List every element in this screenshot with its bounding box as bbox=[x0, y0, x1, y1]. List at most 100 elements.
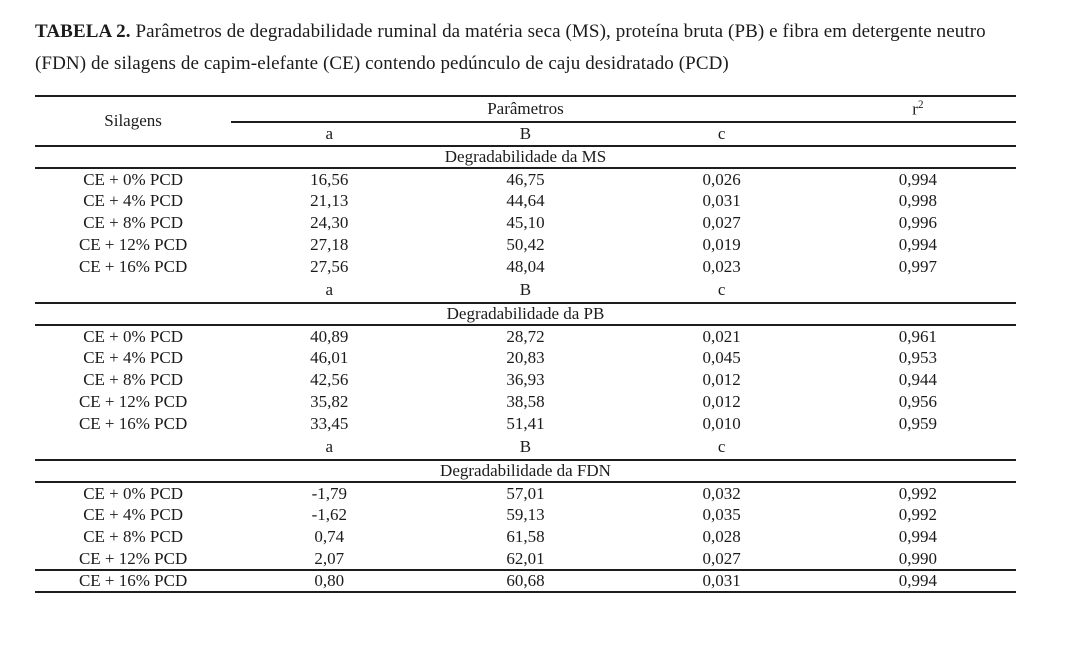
subheader-a-cell: a bbox=[231, 278, 428, 304]
cell-c: 0,027 bbox=[702, 213, 741, 232]
column-group-parametros: Parâmetros bbox=[231, 96, 820, 123]
cell-c: 0,032 bbox=[702, 483, 741, 503]
cell-silage: CE + 8% PCD bbox=[83, 213, 183, 232]
table-row: CE + 12% PCD 27,18 50,42 0,019 0,994 bbox=[35, 234, 1016, 256]
cell-r2: 0,994 bbox=[898, 169, 937, 189]
column-header-a: a bbox=[231, 122, 428, 147]
cell-c: 0,019 bbox=[702, 235, 741, 254]
cell-c: 0,023 bbox=[702, 257, 741, 276]
cell-silage: CE + 12% PCD bbox=[78, 392, 188, 411]
cell-a: 46,01 bbox=[310, 348, 349, 367]
cell-b: 44,64 bbox=[506, 191, 545, 210]
cell-c: 0,012 bbox=[702, 392, 741, 411]
cell-b: 36,93 bbox=[506, 370, 545, 389]
cell-a: 27,18 bbox=[310, 235, 349, 254]
table-caption: TABELA 2. Parâmetros de degradabilidade … bbox=[35, 16, 1016, 80]
cell-c: 0,045 bbox=[702, 348, 741, 367]
cell-c: 0,021 bbox=[702, 326, 741, 346]
cell-r2: 0,998 bbox=[898, 191, 937, 210]
cell-b: 62,01 bbox=[506, 548, 545, 568]
table-row: CE + 0% PCD -1,79 57,01 0,032 0,992 bbox=[35, 482, 1016, 504]
cell-a: 27,56 bbox=[310, 257, 349, 276]
cell-r2: 0,953 bbox=[898, 348, 937, 367]
cell-r2: 0,961 bbox=[898, 326, 937, 346]
cell-silage: CE + 16% PCD bbox=[78, 414, 188, 433]
subheader-c-cell: c bbox=[623, 278, 820, 304]
subheader-b-cell: B bbox=[427, 435, 624, 461]
cell-c: 0,035 bbox=[702, 505, 741, 524]
table-row: CE + 0% PCD 40,89 28,72 0,021 0,961 bbox=[35, 325, 1016, 347]
cell-r2: 0,992 bbox=[898, 505, 937, 524]
subheader-c-cell: c bbox=[623, 435, 820, 461]
section-title-row: Degradabilidade da MS bbox=[35, 145, 1016, 169]
r2-base: r bbox=[912, 99, 918, 119]
cell-b: 20,83 bbox=[506, 348, 545, 367]
table-row: CE + 0% PCD 16,56 46,75 0,026 0,994 bbox=[35, 168, 1016, 190]
cell-b: 48,04 bbox=[506, 257, 545, 276]
table-row: CE + 4% PCD 21,13 44,64 0,031 0,998 bbox=[35, 190, 1016, 212]
cell-c: 0,010 bbox=[702, 414, 741, 433]
r2-superscript: 2 bbox=[917, 98, 924, 111]
cell-c: 0,027 bbox=[702, 548, 741, 568]
degradability-table: Silagens Parâmetros r2 a B c Degradabili… bbox=[35, 95, 1016, 593]
cell-r2: 0,994 bbox=[898, 527, 937, 546]
subheader-empty-cell bbox=[819, 278, 1016, 304]
column-header-silagens: Silagens bbox=[35, 96, 232, 147]
cell-silage: CE + 8% PCD bbox=[83, 527, 183, 546]
section-title: Degradabilidade da PB bbox=[35, 302, 1016, 326]
subheader-empty-cell bbox=[819, 435, 1016, 461]
cell-silage: CE + 4% PCD bbox=[83, 191, 183, 210]
cell-r2: 0,996 bbox=[898, 213, 937, 232]
table-row: CE + 4% PCD -1,62 59,13 0,035 0,992 bbox=[35, 504, 1016, 526]
table-row: CE + 8% PCD 0,74 61,58 0,028 0,994 bbox=[35, 526, 1016, 548]
cell-b: 61,58 bbox=[506, 527, 545, 546]
cell-b: 57,01 bbox=[506, 483, 545, 503]
header-row-groups: Silagens Parâmetros r2 bbox=[35, 96, 1016, 147]
cell-silage: CE + 0% PCD bbox=[83, 169, 183, 189]
header-row-parameters: a B c bbox=[35, 122, 1016, 147]
cell-silage: CE + 4% PCD bbox=[83, 505, 183, 524]
cell-r2: 0,956 bbox=[898, 392, 937, 411]
section-title-row: Degradabilidade da PB bbox=[35, 302, 1016, 326]
table-caption-label: TABELA 2. bbox=[35, 21, 131, 42]
cell-silage: CE + 16% PCD bbox=[78, 257, 188, 276]
cell-b: 50,42 bbox=[506, 235, 545, 254]
table-caption-line2: (FDN) de silagens de capim-elefante (CE)… bbox=[35, 53, 729, 74]
section-title: Degradabilidade da FDN bbox=[35, 459, 1016, 483]
subheader-empty-cell bbox=[35, 278, 232, 304]
cell-c: 0,031 bbox=[702, 191, 741, 210]
cell-a: 0,74 bbox=[314, 527, 345, 546]
cell-b: 46,75 bbox=[506, 169, 545, 189]
table-row: CE + 12% PCD 35,82 38,58 0,012 0,956 bbox=[35, 391, 1016, 413]
cell-r2: 0,959 bbox=[898, 414, 937, 433]
cell-a: 40,89 bbox=[310, 326, 349, 346]
section-title: Degradabilidade da MS bbox=[35, 145, 1016, 169]
cell-a: -1,79 bbox=[311, 483, 347, 503]
cell-r2: 0,990 bbox=[898, 548, 937, 568]
cell-r2: 0,992 bbox=[898, 483, 937, 503]
subheader-b-cell: B bbox=[427, 278, 624, 304]
cell-c: 0,026 bbox=[702, 169, 741, 189]
cell-b: 51,41 bbox=[506, 414, 545, 433]
cell-b: 28,72 bbox=[506, 326, 545, 346]
cell-silage: CE + 8% PCD bbox=[83, 370, 183, 389]
cell-r2: 0,994 bbox=[898, 235, 937, 254]
cell-a: 2,07 bbox=[314, 548, 345, 568]
subheader-empty-cell bbox=[35, 435, 232, 461]
cell-r2: 0,944 bbox=[898, 370, 937, 389]
cell-a: 42,56 bbox=[310, 370, 349, 389]
page: TABELA 2. Parâmetros de degradabilidade … bbox=[35, 16, 1016, 593]
cell-a: 0,80 bbox=[231, 569, 428, 593]
column-header-b: B bbox=[427, 122, 624, 147]
cell-b: 60,68 bbox=[427, 569, 624, 593]
table-header: Silagens Parâmetros r2 a B c bbox=[35, 96, 1016, 147]
subheader-a-cell: a bbox=[231, 435, 428, 461]
table-row: CE + 16% PCD 33,45 51,41 0,010 0,959 bbox=[35, 413, 1016, 435]
table-row: CE + 12% PCD 2,07 62,01 0,027 0,990 bbox=[35, 548, 1016, 570]
cell-silage: CE + 12% PCD bbox=[78, 548, 188, 568]
cell-c: 0,031 bbox=[623, 569, 820, 593]
cell-a: 21,13 bbox=[310, 191, 349, 210]
cell-silage: CE + 0% PCD bbox=[83, 483, 183, 503]
